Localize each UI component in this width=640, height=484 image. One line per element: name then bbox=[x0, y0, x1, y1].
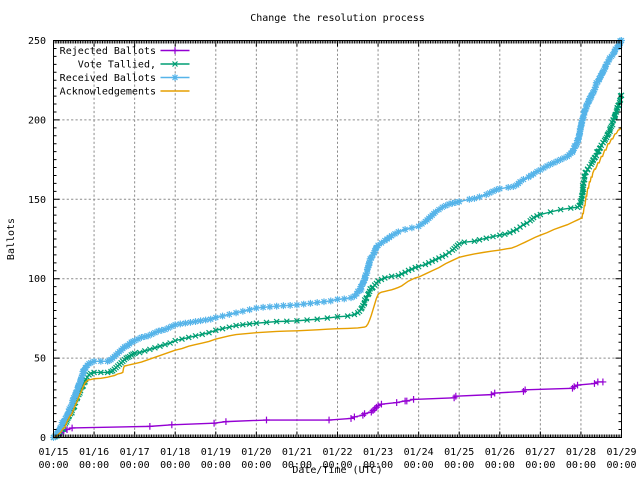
y-tick-label: 200 bbox=[28, 115, 46, 126]
x-tick-time: 00:00 bbox=[38, 460, 68, 471]
legend-label: Received Ballots bbox=[60, 73, 156, 84]
x-tick-date: 01/20 bbox=[241, 447, 271, 458]
legend-entry-rejected-ballots: Rejected Ballots bbox=[60, 46, 190, 57]
x-tick-date: 01/28 bbox=[566, 447, 596, 458]
x-tick-time: 00:00 bbox=[201, 460, 231, 471]
series-received-ballots bbox=[50, 37, 625, 441]
x-tick-labels: 01/15 00:00 01/16 00:00 01/17 00:00 01/18 00:00… bbox=[38, 447, 636, 471]
x-tick-time: 00:00 bbox=[120, 460, 150, 471]
minor-ticks bbox=[53, 40, 622, 438]
legend-label: Rejected Ballots bbox=[60, 46, 156, 57]
series-group bbox=[50, 37, 625, 441]
x-tick-date: 01/22 bbox=[322, 447, 352, 458]
x-tick-time: 00:00 bbox=[160, 460, 190, 471]
x-tick-time: 00:00 bbox=[322, 460, 352, 471]
x-tick-date: 01/26 bbox=[485, 447, 515, 458]
legend-sample-marker bbox=[171, 74, 179, 81]
x-tick-date: 01/19 bbox=[201, 447, 231, 458]
chart-text: Change the resolution process Date/Time (… bbox=[6, 13, 637, 476]
x-tick-time: 00:00 bbox=[485, 460, 515, 471]
y-tick-labels: 0 50 100 150 200 250 bbox=[28, 36, 46, 444]
x-tick-time: 00:00 bbox=[525, 460, 555, 471]
chart-title: Change the resolution process bbox=[250, 13, 425, 24]
x-axis-label: Date/Time (UTC) bbox=[292, 465, 382, 476]
x-tick-date: 01/21 bbox=[282, 447, 312, 458]
y-tick-label: 0 bbox=[40, 433, 46, 444]
x-tick-time: 00:00 bbox=[363, 460, 393, 471]
x-tick-date: 01/17 bbox=[120, 447, 150, 458]
legend-entry-acknowledgements: Acknowledgements bbox=[60, 87, 190, 98]
x-tick-time: 00:00 bbox=[79, 460, 109, 471]
tick-marks bbox=[53, 40, 622, 438]
series-rejected-ballots bbox=[52, 378, 607, 440]
x-tick-date: 01/24 bbox=[404, 447, 434, 458]
series-line bbox=[53, 126, 623, 439]
legend-sample-marker bbox=[171, 47, 179, 54]
series-acknowledgements bbox=[53, 126, 623, 439]
x-tick-date: 01/15 bbox=[38, 447, 68, 458]
gridlines bbox=[53, 40, 622, 438]
x-tick-time: 00:00 bbox=[566, 460, 596, 471]
legend-label: Vote Tallied, bbox=[78, 60, 156, 71]
x-tick-date: 01/25 bbox=[444, 447, 474, 458]
legend-label: Acknowledgements bbox=[60, 87, 156, 98]
legend: Rejected Ballots Vote Tallied, Received Ba… bbox=[60, 46, 190, 98]
x-tick-time: 00:00 bbox=[404, 460, 434, 471]
legend-entry-received-ballots: Received Ballots bbox=[60, 73, 190, 84]
y-axis-label: Ballots bbox=[6, 218, 17, 260]
x-tick-time: 00:00 bbox=[444, 460, 474, 471]
y-tick-label: 150 bbox=[28, 195, 46, 206]
legend-sample-marker bbox=[172, 61, 178, 67]
x-tick-date: 01/27 bbox=[525, 447, 555, 458]
y-tick-label: 250 bbox=[28, 36, 46, 47]
y-tick-label: 50 bbox=[34, 354, 46, 365]
x-tick-date: 01/16 bbox=[79, 447, 109, 458]
x-tick-date: 01/23 bbox=[363, 447, 393, 458]
legend-entry-vote-tallied: Vote Tallied, bbox=[78, 60, 190, 71]
x-tick-time: 00:00 bbox=[606, 460, 636, 471]
major-ticks bbox=[53, 40, 622, 438]
x-tick-date: 01/29 bbox=[606, 447, 636, 458]
y-tick-label: 100 bbox=[28, 274, 46, 285]
x-tick-time: 00:00 bbox=[241, 460, 271, 471]
x-tick-date: 01/18 bbox=[160, 447, 190, 458]
x-tick-time: 00:00 bbox=[282, 460, 312, 471]
